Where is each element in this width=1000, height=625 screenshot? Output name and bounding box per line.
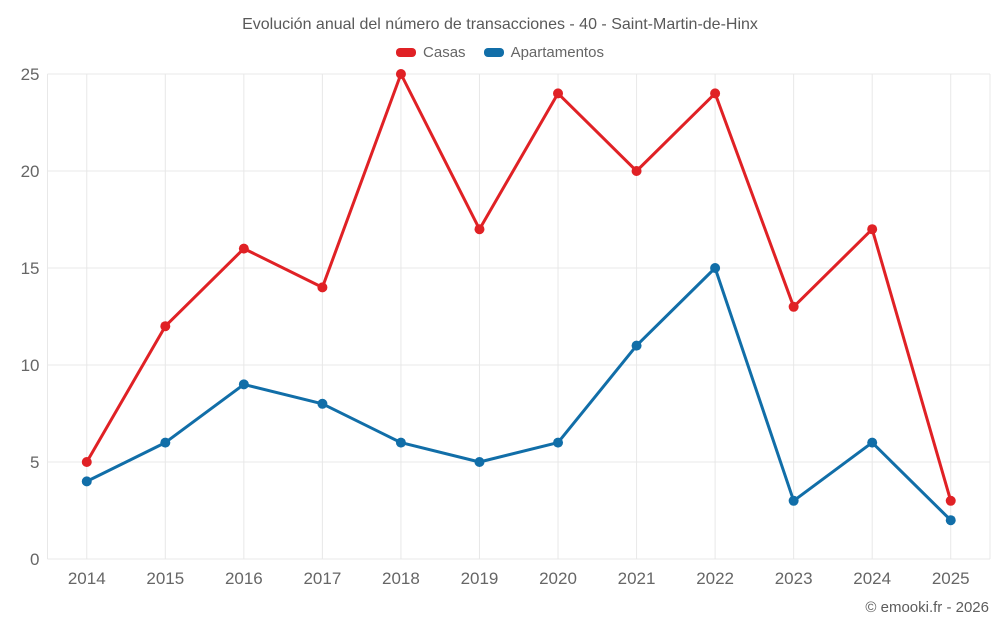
point-casas-2023[interactable] [788,301,799,312]
chart-title: Evolución anual del número de transaccio… [242,16,758,33]
apartamentos-series-swatch-icon [483,48,504,57]
legend-label-casas: Casas [423,44,466,61]
point-casas-2020[interactable] [553,88,564,99]
x-tick-label-2023: 2023 [775,569,813,588]
point-casas-2014[interactable] [81,457,92,467]
point-apartamentos-2015[interactable] [160,437,171,448]
legend-label-apartamentos: Apartamentos [510,44,604,61]
point-casas-2022[interactable] [710,88,721,99]
x-tick-label-2025: 2025 [932,569,970,588]
series-casas [81,69,956,506]
point-apartamentos-2019[interactable] [474,457,485,467]
point-apartamentos-2018[interactable] [395,437,406,448]
y-tick-label-10: 10 [21,356,40,375]
y-axis-labels: 0 5 10 15 20 25 [21,65,40,569]
point-casas-2021[interactable] [631,166,642,176]
y-tick-label-15: 15 [21,259,40,278]
point-casas-2025[interactable] [945,495,956,506]
point-apartamentos-2025[interactable] [945,515,956,526]
x-tick-label-2017: 2017 [303,569,341,588]
point-casas-2019[interactable] [474,224,485,235]
y-tick-label-5: 5 [30,453,39,472]
x-tick-label-2018: 2018 [382,569,420,588]
horizontal-gridlines [47,73,990,560]
legend-item-apartamentos[interactable]: Apartamentos [483,44,604,61]
line-casas [85,72,953,503]
y-tick-label-0: 0 [30,550,39,569]
watermark-credit: © emooki.fr - 2026 [865,599,989,616]
point-apartamentos-2016[interactable] [238,379,249,390]
point-casas-2024[interactable] [867,224,878,235]
point-apartamentos-2020[interactable] [553,437,564,448]
point-casas-2017[interactable] [317,282,328,293]
point-casas-2015[interactable] [160,321,171,332]
y-tick-label-25: 25 [21,65,40,84]
x-tick-label-2015: 2015 [146,569,184,588]
series-apartamentos [81,263,956,526]
point-apartamentos-2022[interactable] [710,263,721,273]
x-tick-label-2020: 2020 [539,569,577,588]
point-casas-2016[interactable] [238,243,249,254]
legend-item-casas[interactable]: Casas [396,44,466,61]
point-apartamentos-2024[interactable] [867,437,878,448]
y-tick-label-20: 20 [21,162,40,181]
point-apartamentos-2023[interactable] [788,495,799,506]
x-axis-labels: 2014 2015 2016 2017 2018 2019 2020 2021 2022 2023… [68,569,970,588]
point-apartamentos-2014[interactable] [81,476,92,487]
x-tick-label-2019: 2019 [461,569,499,588]
point-apartamentos-2017[interactable] [317,398,328,409]
casas-series-swatch-icon [396,48,417,57]
x-tick-label-2016: 2016 [225,569,263,588]
point-apartamentos-2021[interactable] [631,340,642,351]
x-tick-label-2022: 2022 [696,569,734,588]
vertical-gridlines [47,74,991,559]
x-tick-label-2021: 2021 [618,569,656,588]
x-tick-label-2014: 2014 [68,569,106,588]
x-tick-label-2024: 2024 [853,569,891,588]
line-apartamentos [85,266,953,522]
point-casas-2018[interactable] [395,69,406,79]
chart-legend: Casas Apartamentos [0,44,1000,61]
